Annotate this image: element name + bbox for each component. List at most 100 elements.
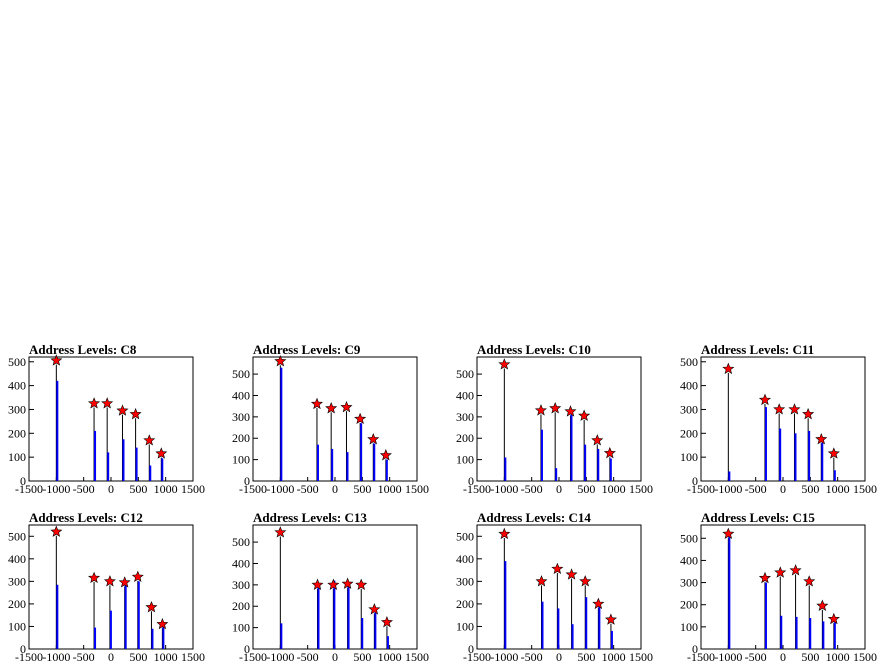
y-tick-label: 500 bbox=[232, 535, 250, 549]
bar bbox=[361, 618, 364, 649]
x-tick-label: 1000 bbox=[378, 650, 402, 664]
bar bbox=[557, 608, 560, 649]
peak-marker bbox=[773, 403, 786, 415]
peak-marker bbox=[311, 578, 324, 590]
peak-marker bbox=[156, 617, 169, 630]
x-tick-label: 0 bbox=[780, 650, 786, 664]
bar bbox=[333, 580, 336, 649]
bar bbox=[161, 458, 164, 481]
bar bbox=[728, 471, 731, 481]
chart-panel: Address Levels: C15 0 100 200 300 400 500 -1500… bbox=[680, 510, 877, 664]
x-tick-label: 1500 bbox=[853, 650, 877, 664]
bar bbox=[780, 615, 783, 649]
bar bbox=[56, 380, 59, 481]
peak-marker bbox=[129, 407, 142, 420]
bar bbox=[764, 407, 767, 481]
y-tick-label: 100 bbox=[680, 620, 698, 634]
y-tick-label: 0 bbox=[244, 474, 250, 488]
x-tick-label: -1500 bbox=[15, 650, 43, 664]
bar bbox=[809, 618, 812, 649]
x-tick-label: -1000 bbox=[42, 482, 70, 496]
peak-marker bbox=[379, 448, 392, 461]
bar bbox=[149, 465, 152, 481]
x-tick-label: -1000 bbox=[266, 482, 294, 496]
chart-panel: Address Levels: C13 0 100 200 300 400 500 -1500… bbox=[232, 510, 429, 664]
y-tick-label: 500 bbox=[680, 531, 698, 545]
y-tick-label: 200 bbox=[680, 426, 698, 440]
x-tick-label: -1500 bbox=[463, 650, 491, 664]
y-tick-label: 0 bbox=[692, 474, 698, 488]
y-tick-label: 300 bbox=[8, 402, 26, 416]
x-tick-label: -500 bbox=[73, 482, 95, 496]
x-tick-label: 1500 bbox=[853, 482, 877, 496]
y-tick-label: 0 bbox=[468, 642, 474, 656]
bar bbox=[124, 583, 127, 649]
y-tick-label: 100 bbox=[8, 450, 26, 464]
peak-marker bbox=[101, 397, 114, 409]
plot-frame bbox=[700, 356, 866, 482]
peak-marker bbox=[604, 613, 617, 625]
x-tick-label: 500 bbox=[129, 482, 147, 496]
x-tick-label: 0 bbox=[780, 482, 786, 496]
peak-marker bbox=[535, 575, 548, 587]
peak-marker bbox=[87, 397, 101, 409]
bar bbox=[504, 561, 507, 649]
x-tick-label: -1000 bbox=[490, 650, 518, 664]
peak-marker bbox=[341, 577, 354, 589]
x-tick-label: 1000 bbox=[826, 650, 850, 664]
x-tick-label: 1500 bbox=[629, 482, 653, 496]
bar bbox=[794, 433, 797, 481]
x-tick-label: 500 bbox=[129, 650, 147, 664]
y-tick-label: 500 bbox=[456, 367, 474, 381]
chart-panel: Address Levels: C12 0 100 200 300 400 500 -1500… bbox=[8, 510, 205, 664]
bar bbox=[56, 584, 59, 649]
bar bbox=[316, 444, 319, 481]
chart-title: Address Levels: C10 bbox=[477, 342, 591, 357]
bar bbox=[821, 442, 824, 481]
peak-marker bbox=[118, 576, 131, 588]
y-tick-label: 100 bbox=[232, 453, 250, 467]
bar bbox=[598, 606, 601, 649]
y-tick-label: 400 bbox=[680, 553, 698, 567]
bar bbox=[822, 621, 825, 649]
y-tick-label: 100 bbox=[680, 450, 698, 464]
y-tick-label: 400 bbox=[232, 556, 250, 570]
peak-marker bbox=[803, 575, 816, 587]
chart-panel: Address Levels: C14 0 100 200 300 400 500 -1500… bbox=[456, 510, 653, 664]
x-tick-label: 1000 bbox=[826, 482, 850, 496]
peak-marker bbox=[815, 432, 828, 445]
bar bbox=[540, 429, 543, 481]
plot-frame bbox=[252, 356, 418, 482]
x-tick-label: -500 bbox=[297, 482, 319, 496]
y-tick-label: 400 bbox=[8, 552, 26, 566]
peak-marker bbox=[355, 578, 368, 590]
x-tick-label: -500 bbox=[745, 482, 767, 496]
x-tick-label: 500 bbox=[353, 650, 371, 664]
y-tick-label: 300 bbox=[8, 574, 26, 588]
x-tick-label: -1000 bbox=[714, 650, 742, 664]
bar bbox=[597, 448, 600, 481]
y-tick-label: 400 bbox=[456, 388, 474, 402]
chart-title: Address Levels: C9 bbox=[253, 342, 361, 357]
bar bbox=[162, 626, 165, 649]
x-tick-label: 1000 bbox=[154, 482, 178, 496]
x-tick-label: 0 bbox=[332, 650, 338, 664]
peak-marker bbox=[722, 527, 735, 539]
peak-marker bbox=[578, 409, 591, 421]
bar bbox=[504, 457, 507, 481]
peak-marker bbox=[549, 401, 562, 414]
chart-title: Address Levels: C11 bbox=[701, 342, 814, 357]
x-tick-label: 1500 bbox=[181, 482, 205, 496]
x-tick-label: 1500 bbox=[181, 650, 205, 664]
bar bbox=[610, 630, 613, 649]
y-tick-label: 300 bbox=[232, 578, 250, 592]
y-tick-label: 300 bbox=[232, 410, 250, 424]
x-tick-label: 500 bbox=[353, 482, 371, 496]
x-tick-label: -1500 bbox=[687, 482, 715, 496]
y-tick-label: 500 bbox=[232, 367, 250, 381]
y-tick-label: 0 bbox=[20, 642, 26, 656]
peak-marker bbox=[310, 397, 323, 410]
plot-frame bbox=[700, 524, 866, 650]
y-tick-label: 300 bbox=[680, 576, 698, 590]
bar bbox=[385, 459, 388, 481]
